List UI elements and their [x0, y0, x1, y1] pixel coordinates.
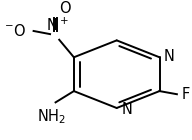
Text: N$^+$: N$^+$: [46, 17, 69, 34]
Text: N: N: [121, 102, 132, 117]
Text: NH$_2$: NH$_2$: [37, 107, 66, 126]
Text: $^{-}$O: $^{-}$O: [4, 23, 26, 39]
Text: O: O: [59, 1, 71, 16]
Text: F: F: [181, 87, 190, 102]
Text: N: N: [164, 49, 175, 64]
